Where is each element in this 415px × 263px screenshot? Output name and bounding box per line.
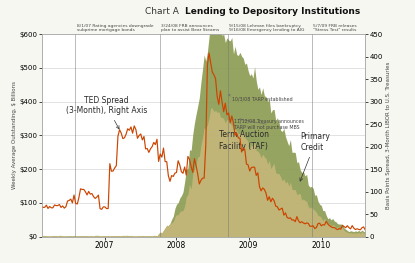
Text: 5/7/09 FRB releases
"Stress Test" results: 5/7/09 FRB releases "Stress Test" result…: [313, 24, 357, 32]
Text: 3/24/08 FRB announces
plan to assist Bear Stearns: 3/24/08 FRB announces plan to assist Bea…: [161, 24, 220, 32]
Text: 10/3/08 TARP established: 10/3/08 TARP established: [229, 94, 293, 102]
Text: 9/15/08 Lehman files bankruptcy
9/16/08 Emergency lending to AIG: 9/15/08 Lehman files bankruptcy 9/16/08 …: [229, 24, 305, 32]
Text: Lending to Depository Institutions: Lending to Depository Institutions: [185, 7, 360, 16]
Y-axis label: Weekly Average Outstanding, $ Billions: Weekly Average Outstanding, $ Billions: [12, 82, 17, 189]
Text: Chart A: Chart A: [144, 7, 178, 16]
Text: TED Spread
(3-Month), Right Axis: TED Spread (3-Month), Right Axis: [66, 96, 147, 129]
Text: Primary
Credit: Primary Credit: [300, 133, 330, 181]
Text: Term Auction
Facility (TAF): Term Auction Facility (TAF): [219, 130, 269, 150]
Y-axis label: Basis Points Spread, 3-Month LIBOR to U.S. Treasuries: Basis Points Spread, 3-Month LIBOR to U.…: [386, 62, 391, 209]
Text: 11/12/08 Treasury announces
TARP will not purchase MBS: 11/12/08 Treasury announces TARP will no…: [234, 119, 304, 130]
Text: 8/1/07 Rating agencies downgrade
subprime mortgage bonds: 8/1/07 Rating agencies downgrade subprim…: [77, 24, 154, 32]
